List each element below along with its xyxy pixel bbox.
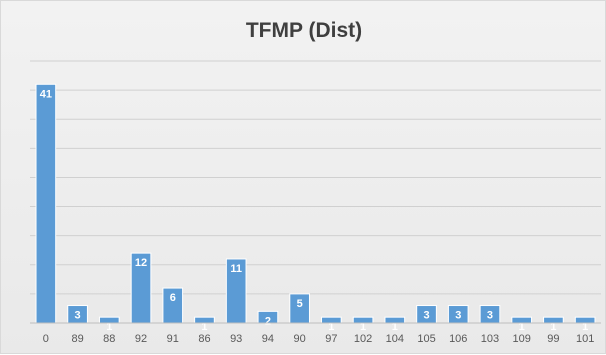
x-tick-label: 92 <box>135 333 147 345</box>
x-tick-label: 90 <box>294 333 306 345</box>
data-label: 11 <box>230 263 242 275</box>
x-tick-label: 0 <box>43 333 49 345</box>
data-label: 3 <box>455 310 461 322</box>
data-label: 3 <box>423 310 429 322</box>
x-tick-label: 101 <box>576 333 594 345</box>
data-label: 1 <box>106 321 112 333</box>
x-tick-label: 93 <box>230 333 242 345</box>
data-label: 1 <box>519 321 525 333</box>
x-tick-label: 109 <box>513 333 531 345</box>
data-label: 12 <box>135 257 147 269</box>
x-tick-label: 105 <box>417 333 435 345</box>
x-tick-label: 103 <box>481 333 499 345</box>
x-tick-label: 99 <box>547 333 559 345</box>
bar <box>35 83 57 324</box>
x-tick-label: 102 <box>354 333 372 345</box>
data-label: 1 <box>550 321 556 333</box>
data-label: 3 <box>75 310 81 322</box>
x-tick-label: 97 <box>325 333 337 345</box>
data-label: 3 <box>487 310 493 322</box>
chart-title: TFMP (Dist) <box>245 19 363 42</box>
data-label: 41 <box>40 88 52 100</box>
x-tick-label: 91 <box>167 333 179 345</box>
data-label: 1 <box>328 321 334 333</box>
data-label: 1 <box>201 321 207 333</box>
data-label: 5 <box>297 298 303 310</box>
x-tick-label: 88 <box>103 333 115 345</box>
x-tick-label: 104 <box>386 333 404 345</box>
data-label: 1 <box>360 321 366 333</box>
x-tick-label: 94 <box>262 333 274 345</box>
x-tick-label: 89 <box>71 333 83 345</box>
data-label: 6 <box>170 292 176 304</box>
x-tick-label: 106 <box>449 333 467 345</box>
x-tick-label: 86 <box>198 333 210 345</box>
data-label: 2 <box>265 315 271 327</box>
data-label: 1 <box>582 321 588 333</box>
data-label: 1 <box>392 321 398 333</box>
